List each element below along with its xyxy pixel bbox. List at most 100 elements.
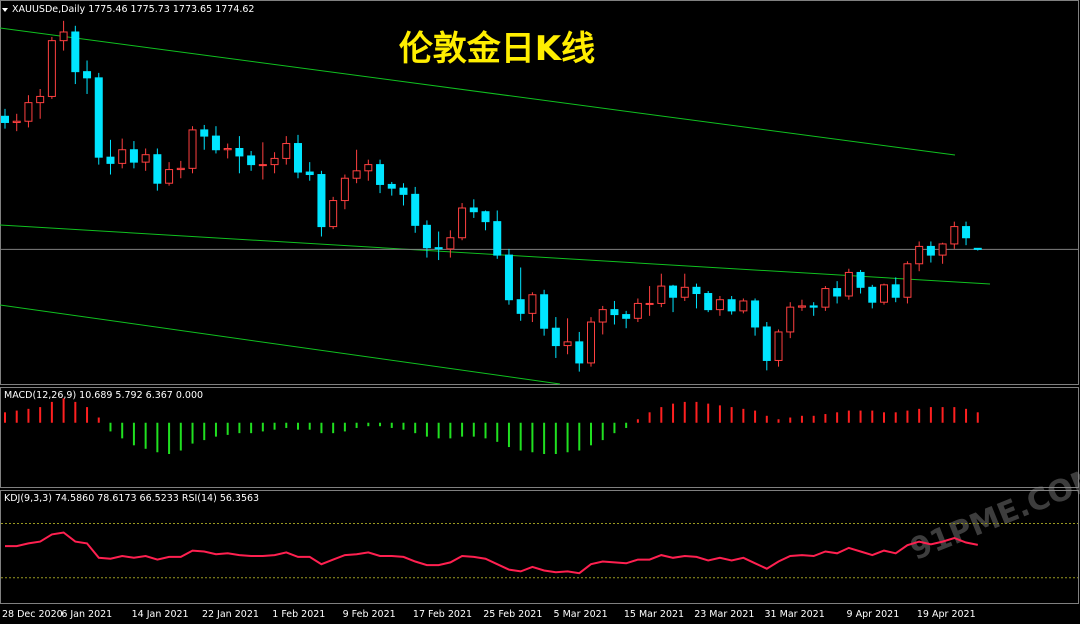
x-tick-label: 1 Feb 2021 (272, 609, 325, 620)
candle-body (129, 149, 138, 163)
candle-body (47, 40, 56, 97)
candle-body (24, 102, 33, 122)
candle-body (188, 129, 197, 169)
candle-body (692, 286, 701, 295)
x-tick-label: 17 Feb 2021 (413, 609, 472, 620)
candle-body (715, 299, 724, 311)
candle-body (83, 71, 92, 79)
candle-body (422, 224, 431, 249)
candle-body (973, 247, 982, 250)
candle-body (868, 286, 877, 303)
candle-body (106, 156, 115, 164)
candle-body (94, 77, 103, 158)
x-tick-label: 5 Mar 2021 (554, 609, 608, 620)
x-tick-label: 19 Apr 2021 (917, 609, 976, 620)
candle-body (551, 327, 560, 347)
x-tick-label: 9 Feb 2021 (343, 609, 396, 620)
candle-body (211, 135, 220, 151)
candle-body (270, 157, 279, 166)
candle-body (751, 300, 760, 328)
candle-body (411, 193, 420, 226)
candle-body (856, 271, 865, 288)
channel-line (0, 27, 956, 156)
candle-body (739, 300, 748, 312)
candle-body (903, 263, 912, 298)
candle-body (200, 129, 209, 137)
candle-body (223, 147, 232, 151)
candle-body (657, 285, 666, 304)
channel-line (0, 304, 561, 385)
candle-body (669, 285, 678, 298)
candle-body (258, 164, 267, 167)
candle-body (387, 183, 396, 189)
x-tick-label: 14 Jan 2021 (132, 609, 189, 620)
candle-body (915, 245, 924, 265)
candle-body (540, 294, 549, 329)
candle-body (118, 149, 127, 164)
candle-body (376, 164, 385, 185)
candle-body (282, 143, 291, 159)
candle-body (587, 321, 595, 364)
kdj-title: KDJ(9,3,3) 74.5860 78.6173 66.5233 RSI(1… (4, 493, 259, 504)
candle-body (340, 177, 349, 202)
candle-body (235, 147, 244, 157)
macd-title: MACD(12,26,9) 10.689 5.792 6.367 0.000 (4, 390, 203, 401)
candle-body (633, 302, 642, 319)
candle-body (36, 95, 45, 104)
candle-body (844, 271, 853, 297)
candle-body (504, 254, 513, 301)
candle-body (399, 187, 408, 195)
candle-body (317, 174, 326, 228)
candle-body (176, 167, 185, 171)
candle-body (294, 143, 302, 173)
candle-body (516, 299, 525, 314)
candle-body (926, 245, 935, 256)
x-tick-label: 22 Jan 2021 (202, 609, 259, 620)
menu-arrow[interactable] (2, 8, 8, 12)
candle-body (364, 164, 373, 172)
candle-body (563, 341, 572, 347)
x-tick-label: 23 Mar 2021 (694, 609, 754, 620)
candle-body (880, 284, 888, 303)
candle-body (786, 306, 795, 333)
candle-body (528, 294, 537, 314)
candle-body (762, 326, 771, 361)
candle-body (59, 31, 68, 42)
candle-body (962, 226, 971, 239)
candle-body (481, 211, 490, 223)
candle-body (950, 226, 959, 245)
main-frame (0, 0, 1079, 385)
candle-body (153, 154, 162, 184)
chart-title: 伦敦金日K线 (399, 29, 595, 69)
candle-body (165, 169, 174, 184)
macd-frame (0, 387, 1079, 488)
candle-body (469, 207, 478, 213)
candle-body (352, 170, 361, 179)
candle-body (680, 286, 689, 298)
rsi-line (5, 531, 978, 575)
candle-body (575, 341, 584, 364)
candle-body (809, 305, 818, 308)
candle-body (938, 243, 947, 256)
candle-body (797, 305, 806, 308)
candle-body (598, 309, 607, 323)
candle-body (891, 284, 900, 298)
candle-body (821, 288, 830, 308)
candle-body (774, 331, 783, 361)
candle-body (610, 309, 619, 316)
candle-body (446, 237, 455, 250)
candle-body (493, 221, 502, 256)
x-tick-label: 9 Apr 2021 (847, 609, 900, 620)
candle-body (71, 31, 80, 73)
x-tick-label: 15 Mar 2021 (624, 609, 684, 620)
candle-body (458, 207, 467, 239)
x-tick-label: 6 Jan 2021 (61, 609, 112, 620)
candle-body (434, 247, 443, 250)
candle-body (622, 314, 631, 319)
candle-body (141, 154, 150, 163)
candle-body (247, 155, 256, 166)
x-tick-label: 28 Dec 2020 (2, 609, 63, 620)
candle-body (645, 302, 654, 305)
